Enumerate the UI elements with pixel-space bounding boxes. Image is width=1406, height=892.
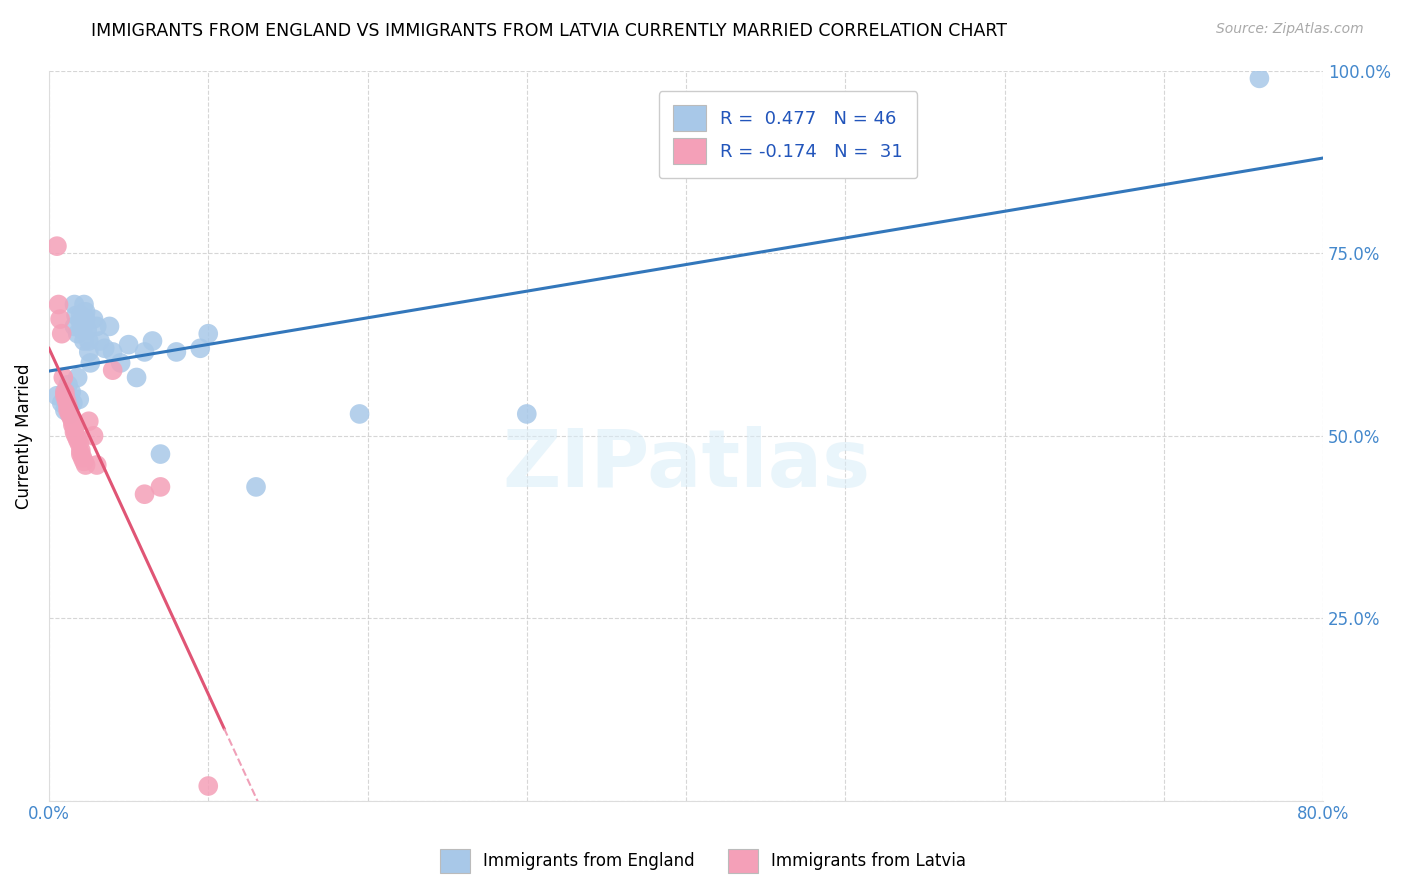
Point: [62, 417, 84, 432]
Point: [59, 407, 82, 421]
Point: [60, 385, 83, 400]
Point: [66, 433, 89, 447]
Text: Source: ZipAtlas.com: Source: ZipAtlas.com: [1216, 22, 1364, 37]
Point: [65, 429, 87, 443]
Point: [66, 370, 89, 384]
Point: [75, 458, 97, 472]
Point: [72, 450, 94, 465]
Y-axis label: Currently Married: Currently Married: [15, 363, 32, 508]
Point: [197, 779, 219, 793]
Point: [117, 337, 139, 351]
Point: [48, 297, 70, 311]
Point: [69, 309, 91, 323]
Point: [56, 400, 79, 414]
Point: [75, 312, 97, 326]
Point: [59, 396, 82, 410]
Point: [73, 334, 96, 348]
Point: [63, 421, 86, 435]
Point: [62, 396, 84, 410]
Point: [67, 392, 90, 407]
Point: [56, 392, 79, 407]
Point: [63, 319, 86, 334]
Point: [53, 385, 76, 400]
Point: [98, 319, 121, 334]
Point: [69, 316, 91, 330]
Point: [516, 407, 538, 421]
Point: [101, 363, 124, 377]
Point: [83, 429, 105, 443]
Point: [349, 407, 371, 421]
Point: [45, 239, 67, 253]
Point: [101, 345, 124, 359]
Point: [45, 389, 67, 403]
Point: [59, 407, 82, 421]
Point: [197, 326, 219, 341]
Point: [69, 447, 91, 461]
Point: [77, 334, 100, 348]
Point: [53, 389, 76, 403]
Point: [73, 454, 96, 468]
Point: [69, 443, 91, 458]
Point: [86, 319, 108, 334]
Point: [149, 480, 172, 494]
Point: [79, 356, 101, 370]
Point: [245, 480, 267, 494]
Point: [110, 356, 132, 370]
Point: [51, 326, 73, 341]
Point: [67, 436, 90, 450]
Legend: Immigrants from England, Immigrants from Latvia: Immigrants from England, Immigrants from…: [433, 842, 973, 880]
Text: IMMIGRANTS FROM ENGLAND VS IMMIGRANTS FROM LATVIA CURRENTLY MARRIED CORRELATION : IMMIGRANTS FROM ENGLAND VS IMMIGRANTS FR…: [91, 22, 1007, 40]
Point: [51, 396, 73, 410]
Point: [76, 323, 98, 337]
Point: [1249, 71, 1271, 86]
Point: [188, 341, 211, 355]
Point: [62, 414, 84, 428]
Point: [165, 345, 187, 359]
Point: [73, 297, 96, 311]
Point: [134, 345, 156, 359]
Point: [83, 312, 105, 326]
Point: [55, 393, 77, 408]
Point: [125, 370, 148, 384]
Point: [75, 305, 97, 319]
Point: [53, 385, 76, 400]
Point: [93, 341, 115, 355]
Point: [49, 312, 72, 326]
Text: ZIPatlas: ZIPatlas: [502, 426, 870, 504]
Point: [56, 403, 79, 417]
Point: [53, 403, 76, 417]
Point: [66, 326, 89, 341]
Point: [77, 345, 100, 359]
Point: [86, 458, 108, 472]
Point: [65, 309, 87, 323]
Point: [77, 414, 100, 428]
Point: [63, 425, 86, 440]
Point: [63, 297, 86, 311]
Point: [52, 370, 75, 384]
Point: [89, 334, 111, 348]
Point: [134, 487, 156, 501]
Point: [149, 447, 172, 461]
Point: [56, 377, 79, 392]
Point: [72, 323, 94, 337]
Point: [141, 334, 163, 348]
Point: [60, 410, 83, 425]
Legend: R =  0.477   N = 46, R = -0.174   N =  31: R = 0.477 N = 46, R = -0.174 N = 31: [658, 91, 917, 178]
